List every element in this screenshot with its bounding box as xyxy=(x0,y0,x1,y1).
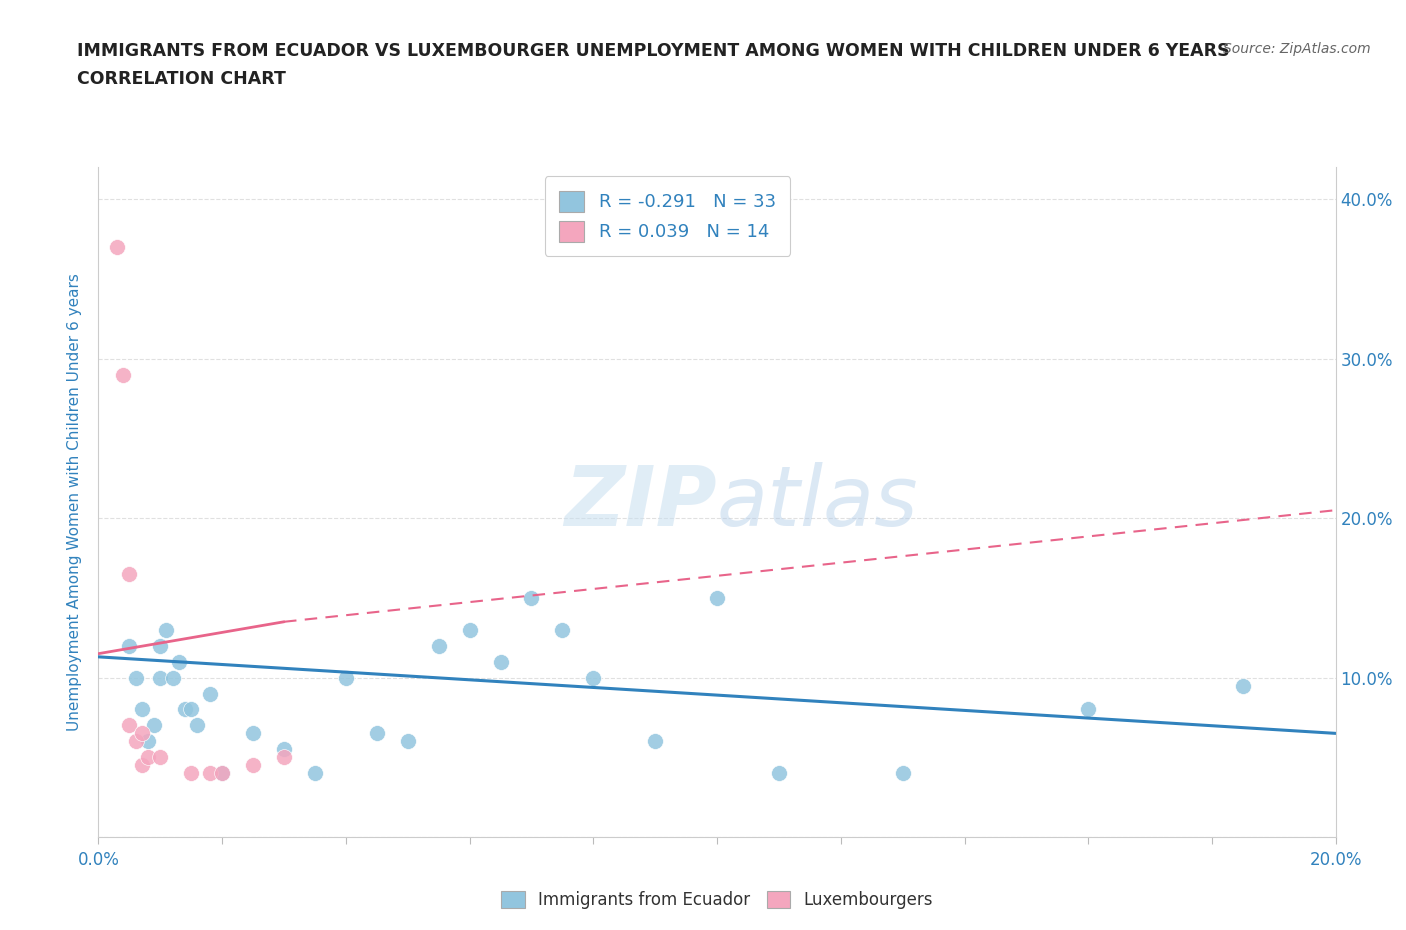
Point xyxy=(124,734,146,749)
Point xyxy=(180,765,202,780)
Text: IMMIGRANTS FROM ECUADOR VS LUXEMBOURGER UNEMPLOYMENT AMONG WOMEN WITH CHILDREN U: IMMIGRANTS FROM ECUADOR VS LUXEMBOURGER … xyxy=(77,42,1230,60)
Point xyxy=(143,718,166,733)
Point xyxy=(186,718,208,733)
Point xyxy=(1077,702,1099,717)
Point xyxy=(706,591,728,605)
Point xyxy=(167,654,190,669)
Point xyxy=(396,734,419,749)
Point xyxy=(1232,678,1254,693)
Point xyxy=(458,622,481,637)
Point xyxy=(118,718,141,733)
Point xyxy=(162,671,184,685)
Point xyxy=(174,702,197,717)
Point xyxy=(198,686,221,701)
Point xyxy=(136,750,159,764)
Point xyxy=(489,654,512,669)
Point xyxy=(149,671,172,685)
Point xyxy=(180,702,202,717)
Point xyxy=(124,671,146,685)
Point xyxy=(644,734,666,749)
Point xyxy=(131,726,153,741)
Point xyxy=(427,638,450,653)
Point xyxy=(149,638,172,653)
Point xyxy=(211,765,233,780)
Point xyxy=(520,591,543,605)
Point xyxy=(242,726,264,741)
Text: CORRELATION CHART: CORRELATION CHART xyxy=(77,70,287,87)
Point xyxy=(105,240,128,255)
Point xyxy=(335,671,357,685)
Point xyxy=(118,566,141,581)
Point xyxy=(242,758,264,773)
Point xyxy=(768,765,790,780)
Point xyxy=(112,367,135,382)
Point xyxy=(273,742,295,757)
Point xyxy=(891,765,914,780)
Y-axis label: Unemployment Among Women with Children Under 6 years: Unemployment Among Women with Children U… xyxy=(67,273,83,731)
Point xyxy=(551,622,574,637)
Point xyxy=(273,750,295,764)
Point xyxy=(582,671,605,685)
Point xyxy=(118,638,141,653)
Text: ZIP: ZIP xyxy=(564,461,717,543)
Point xyxy=(366,726,388,741)
Point xyxy=(155,622,177,637)
Point xyxy=(149,750,172,764)
Legend: Immigrants from Ecuador, Luxembourgers: Immigrants from Ecuador, Luxembourgers xyxy=(495,884,939,916)
Text: Source: ZipAtlas.com: Source: ZipAtlas.com xyxy=(1223,42,1371,56)
Point xyxy=(211,765,233,780)
Point xyxy=(198,765,221,780)
Point xyxy=(131,758,153,773)
Point xyxy=(131,702,153,717)
Point xyxy=(304,765,326,780)
Text: atlas: atlas xyxy=(717,461,918,543)
Point xyxy=(136,734,159,749)
